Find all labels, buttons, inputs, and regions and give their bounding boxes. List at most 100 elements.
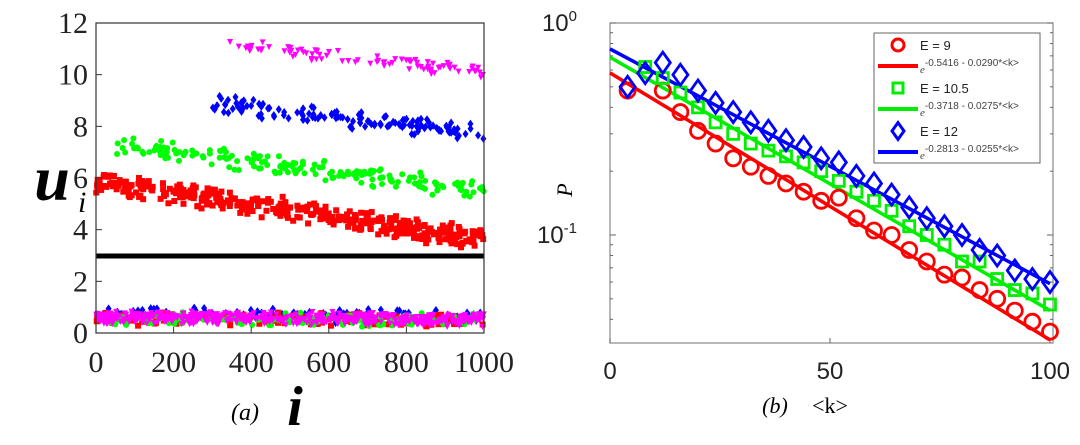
data-point [671,61,690,88]
data-point [216,190,223,197]
data-point [263,207,270,214]
data-point [131,314,138,321]
data-point [436,126,443,135]
data-point [171,187,178,194]
data-point [741,109,761,136]
data-point [204,185,211,192]
data-point [257,165,264,172]
legend-label: E = 9 [920,38,951,53]
data-point [425,64,432,71]
data-point [246,312,253,319]
data-point [362,218,369,225]
data-point [388,177,395,184]
data-point [480,316,487,323]
data-point [248,42,255,49]
data-point [258,114,265,123]
data-point [234,99,241,109]
data-point [218,202,225,209]
data-point [970,281,989,299]
data-point [1007,283,1022,297]
data-point [99,183,106,190]
data-point [1023,312,1042,331]
data-point [403,114,410,124]
data-point [180,200,187,207]
data-point [321,113,328,122]
data-point [327,219,334,226]
panel-b-points [618,49,1060,341]
data-point [140,150,147,157]
data-point [457,318,464,325]
data-point [829,149,849,176]
data-point [475,131,482,140]
data-point [899,194,919,221]
data-point [145,178,152,185]
data-point [407,225,414,232]
data-point [256,320,263,327]
data-point [235,166,242,173]
data-point [436,239,443,246]
data-point [275,105,282,114]
data-point [468,181,475,188]
data-point [350,117,357,126]
data-point [444,59,451,66]
data-point [468,319,475,326]
data-point [344,168,351,175]
data-point [216,91,223,101]
panel-b-axes-box [609,22,1054,344]
data-point [281,48,288,55]
data-point [358,179,365,186]
data-point [322,203,329,210]
data-point [392,213,399,220]
data-point [130,135,137,142]
data-point [191,192,198,199]
data-point [953,268,971,287]
data-point [952,222,972,248]
data-point [314,208,321,215]
y-tick-label: 10-1 [537,220,577,249]
data-point [124,188,131,195]
data-point [467,124,474,133]
data-point [365,322,372,329]
data-point [812,191,831,210]
data-point [990,272,1005,286]
data-point [292,51,299,58]
data-point [422,231,429,238]
data-point [429,191,436,198]
legend-fit-exponent: -0.5416 - 0.0290*<k> [925,58,1019,69]
data-point [218,94,225,103]
data-point [226,203,233,210]
data-point [368,209,375,216]
data-point [158,137,165,144]
data-point [323,215,330,222]
legend-marker [890,37,906,53]
data-point [181,319,188,326]
data-point [935,213,954,240]
data-point [233,319,240,326]
data-point [304,313,311,320]
legend-marker [890,120,906,142]
data-point [380,59,387,66]
data-point [435,64,442,71]
data-point [336,310,343,317]
series-lower-magenta [93,308,487,331]
data-point [328,168,335,175]
data-point [252,152,259,159]
data-point [204,319,211,326]
data-point [235,43,242,50]
data-point [362,122,369,131]
data-point [193,150,200,157]
data-point [323,319,330,326]
data-point [338,213,345,220]
data-point [304,208,311,215]
data-point [179,191,186,198]
data-point [375,231,382,238]
data-point [361,313,368,320]
data-point [458,187,465,194]
data-point [232,92,239,102]
data-point [988,289,1007,308]
data-point [447,227,454,234]
data-point [346,216,353,223]
data-point [258,46,265,53]
data-point [304,116,311,125]
